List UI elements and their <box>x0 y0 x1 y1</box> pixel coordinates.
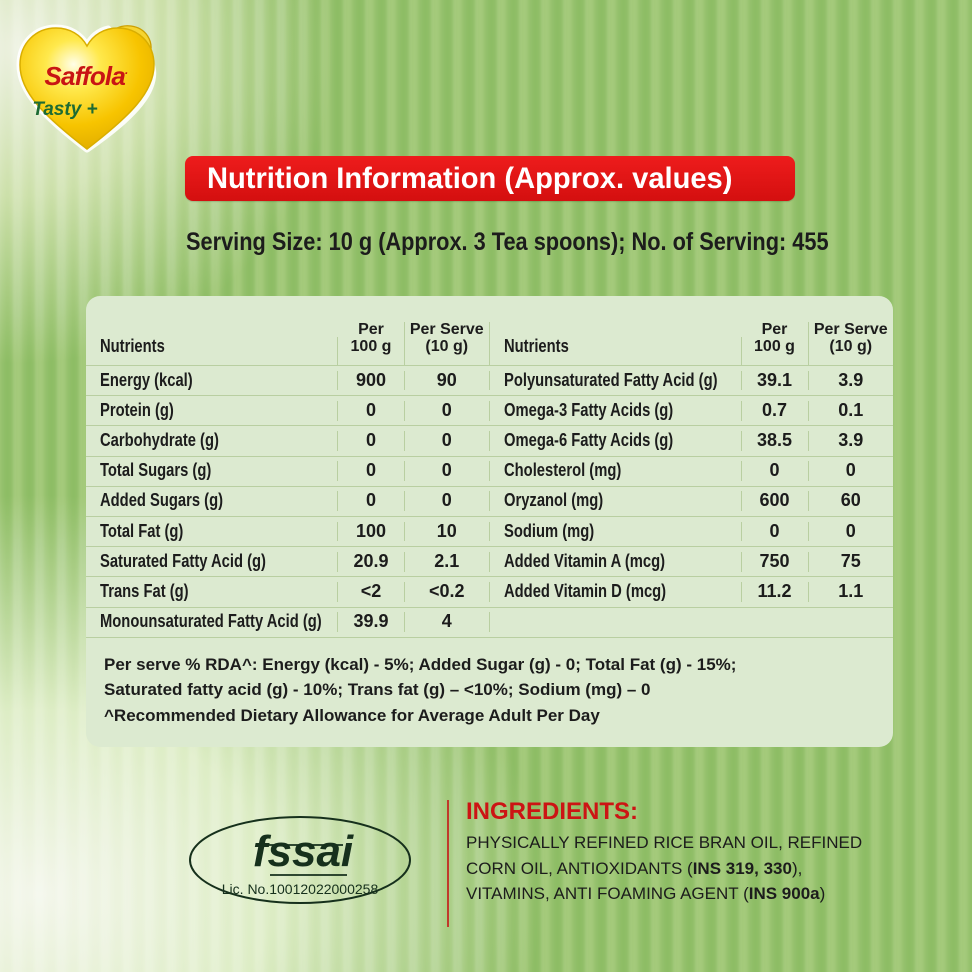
svg-text:Tasty +: Tasty + <box>32 99 97 120</box>
svg-text:fssai: fssai <box>253 827 354 876</box>
svg-text:Lic. No.10012022000258: Lic. No.10012022000258 <box>222 881 379 897</box>
svg-text:Saffola.: Saffola. <box>44 61 128 91</box>
